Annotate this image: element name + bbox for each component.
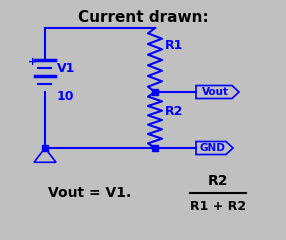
Text: R2: R2 xyxy=(165,105,183,118)
Text: V1: V1 xyxy=(57,61,76,74)
Text: Vout = V1.: Vout = V1. xyxy=(48,186,131,200)
Text: R2: R2 xyxy=(208,174,228,188)
Text: R1: R1 xyxy=(165,39,183,52)
Text: R1 + R2: R1 + R2 xyxy=(190,199,246,212)
Polygon shape xyxy=(196,85,239,98)
Text: +: + xyxy=(28,57,38,67)
Text: 10: 10 xyxy=(57,90,74,102)
Polygon shape xyxy=(34,148,56,162)
Text: GND: GND xyxy=(199,143,225,153)
Polygon shape xyxy=(196,142,233,155)
Text: Current drawn:: Current drawn: xyxy=(78,10,208,25)
Text: Vout: Vout xyxy=(202,87,229,97)
